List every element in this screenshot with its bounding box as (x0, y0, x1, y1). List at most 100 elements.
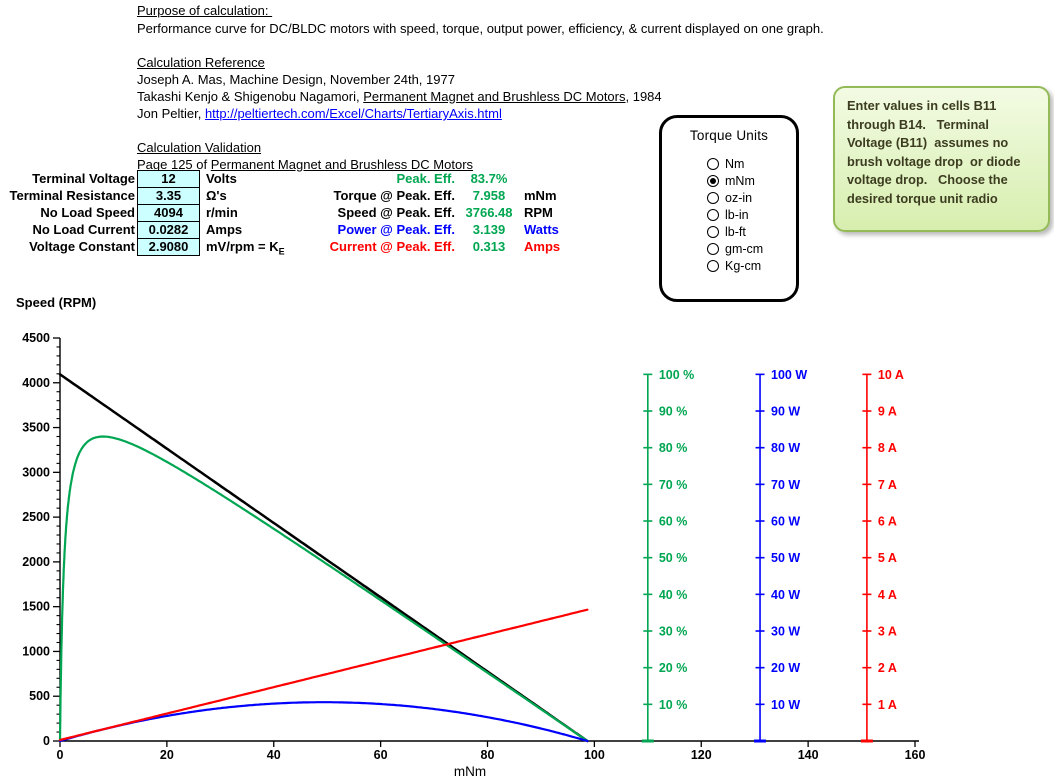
torque-unit-label: oz-in (725, 191, 753, 205)
purpose-body: Performance curve for DC/BLDC motors wit… (137, 21, 824, 36)
result-label-peak-eff: Peak. Eff. (396, 171, 455, 186)
y-axis-tick-label: 1000 (22, 644, 50, 658)
y-axis-tick-label: 4500 (22, 331, 50, 345)
efficiency-curve (58, 435, 589, 743)
torque-units-options: Nm mNm oz-in lb-in lb-ft gm-cm Kg-cm (707, 157, 763, 277)
chart-y-axis-title: Speed (RPM) (16, 295, 97, 310)
current-axis-tick-label: 10 A (878, 368, 904, 382)
torque-unit-option-kg-cm[interactable]: Kg-cm (707, 259, 763, 273)
reference-line-1: Joseph A. Mas, Machine Design, November … (137, 72, 455, 87)
y-axis-tick-label: 3000 (22, 465, 50, 479)
param-cell-no-load-speed[interactable]: 4094 (137, 204, 200, 222)
current-axis-tick-label: 4 A (878, 588, 897, 602)
param-unit-ke-sub: E (278, 246, 285, 257)
torque-unit-option-oz-in[interactable]: oz-in (707, 191, 763, 205)
validation-book-title: Permanent Magnet and Brushless DC Motors (210, 157, 474, 172)
y-axis-tick-label: 3500 (22, 421, 50, 435)
efficiency-axis-tick-label: 80 % (659, 441, 688, 455)
reference-line-2-suffix: , 1984 (625, 89, 662, 104)
torque-unit-option-lb-in[interactable]: lb-in (707, 208, 763, 222)
reference-line-2-book-title: Permanent Magnet and Brushless DC Motors (363, 89, 626, 104)
param-cell-terminal-voltage[interactable]: 12 (137, 170, 200, 188)
current-axis-base-tick (860, 739, 873, 743)
validation-title: Calculation Validation (137, 140, 262, 155)
current-axis-tick-label: 8 A (878, 441, 897, 455)
radio-icon (707, 226, 719, 238)
x-axis-tick-label: 120 (691, 748, 712, 762)
y-axis-tick-label: 4000 (22, 376, 50, 390)
x-axis-tick-label: 140 (798, 748, 819, 762)
current-axis-tick-label: 5 A (878, 551, 897, 565)
x-axis-tick-label: 160 (905, 748, 926, 762)
param-label-voltage-constant: Voltage Constant (29, 239, 135, 254)
efficiency-axis-base-tick (641, 739, 654, 743)
x-axis-tick-label: 20 (160, 748, 174, 762)
torque-unit-label: Kg-cm (725, 259, 762, 273)
power-curve (58, 701, 589, 743)
result-label-current: Current @ Peak. Eff. (329, 239, 455, 254)
efficiency-axis-tick-label: 50 % (659, 551, 688, 565)
result-value-power: 3.139 (472, 222, 506, 237)
torque-unit-label: mNm (725, 174, 755, 188)
param-cell-voltage-constant[interactable]: 2.9080 (137, 238, 200, 256)
peltier-tertiary-axis-link[interactable]: http://peltiertech.com/Excel/Charts/Tert… (204, 106, 502, 121)
result-label-power: Power @ Peak. Eff. (337, 222, 455, 237)
power-axis-tick-label: 70 W (771, 478, 800, 492)
torque-unit-option-gm-cm[interactable]: gm-cm (707, 242, 763, 256)
power-axis-tick-label: 90 W (771, 405, 800, 419)
param-unit-rmin: r/min (206, 205, 238, 220)
current-curve (58, 608, 589, 742)
torque-units-title: Torque Units (689, 128, 769, 143)
radio-icon (707, 209, 719, 221)
current-axis-tick-label: 1 A (878, 698, 897, 712)
torque-unit-option-lb-ft[interactable]: lb-ft (707, 225, 763, 239)
param-unit-ke-main: mV/rpm = K (206, 239, 279, 254)
result-unit-torque: mNm (524, 188, 557, 203)
power-axis-tick-label: 40 W (771, 588, 800, 602)
radio-icon (707, 175, 719, 187)
efficiency-axis-tick-label: 40 % (659, 588, 688, 602)
efficiency-axis-tick-label: 20 % (659, 661, 688, 675)
efficiency-axis-tick-label: 70 % (659, 478, 688, 492)
param-label-terminal-resistance: Terminal Resistance (9, 188, 135, 203)
param-cell-no-load-current[interactable]: 0.0282 (137, 221, 200, 239)
reference-line-3-prefix: Jon Peltier, (137, 106, 205, 121)
param-label-no-load-speed: No Load Speed (40, 205, 135, 220)
result-unit-power: Watts (524, 222, 559, 237)
result-label-torque: Torque @ Peak. Eff. (333, 188, 455, 203)
x-axis-tick-label: 100 (584, 748, 605, 762)
x-axis-tick-label: 0 (57, 748, 64, 762)
efficiency-axis-tick-label: 30 % (659, 625, 688, 639)
power-axis-tick-label: 50 W (771, 551, 800, 565)
current-axis-tick-label: 9 A (878, 405, 897, 419)
speed-curve (58, 373, 589, 743)
reference-title: Calculation Reference (137, 55, 265, 70)
instruction-note-box: Enter values in cells B11 through B14. T… (833, 86, 1050, 232)
radio-icon (707, 243, 719, 255)
efficiency-axis-tick-label: 10 % (659, 698, 688, 712)
torque-unit-option-mnm[interactable]: mNm (707, 174, 763, 188)
current-axis-tick-label: 7 A (878, 478, 897, 492)
validation-line: Page 125 of Permanent Magnet and Brushle… (137, 156, 473, 173)
current-axis-tick-label: 2 A (878, 661, 897, 675)
torque-unit-label: lb-ft (725, 225, 746, 239)
param-label-terminal-voltage: Terminal Voltage (32, 171, 135, 186)
result-value-speed: 3766.48 (465, 205, 513, 220)
param-unit-ke: mV/rpm = KE (206, 238, 285, 261)
purpose-title: Purpose of calculation: (137, 3, 273, 18)
result-label-speed: Speed @ Peak. Eff. (337, 205, 455, 220)
radio-icon (707, 260, 719, 272)
y-axis-tick-label: 2500 (22, 510, 50, 524)
param-cell-terminal-resistance[interactable]: 3.35 (137, 187, 200, 205)
power-axis-tick-label: 20 W (771, 661, 800, 675)
y-axis-tick-label: 500 (29, 689, 50, 703)
param-unit-volts: Volts (206, 171, 237, 186)
current-axis-tick-label: 6 A (878, 515, 897, 529)
torque-units-group-box: Torque Units Nm mNm oz-in lb-in lb-ft gm… (659, 115, 799, 302)
x-axis-title: mNm (454, 764, 486, 779)
power-axis-tick-label: 60 W (771, 515, 800, 529)
x-axis-tick-label: 40 (267, 748, 281, 762)
torque-unit-option-nm[interactable]: Nm (707, 157, 763, 171)
power-axis-tick-label: 10 W (771, 698, 800, 712)
